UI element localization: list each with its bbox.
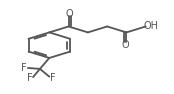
Text: OH: OH (143, 21, 158, 31)
Text: F: F (27, 74, 33, 83)
Text: O: O (66, 9, 73, 19)
Text: F: F (21, 63, 27, 73)
Text: O: O (122, 40, 129, 50)
Text: F: F (50, 73, 55, 83)
